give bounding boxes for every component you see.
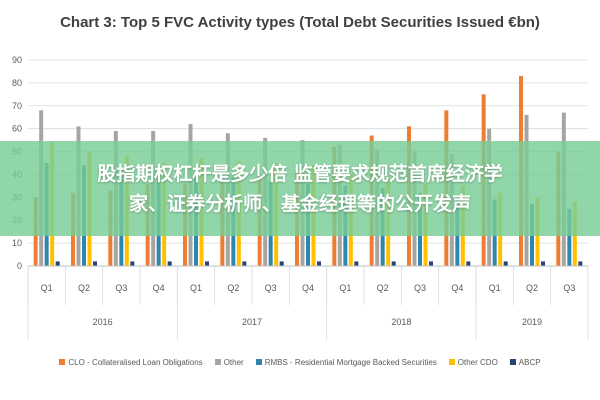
legend-item: ABCP bbox=[509, 357, 541, 367]
legend-swatch bbox=[214, 359, 221, 365]
bar-4-9 bbox=[391, 261, 396, 266]
x-tick-label: Q4 bbox=[302, 283, 314, 293]
x-tick-label: Q2 bbox=[526, 283, 538, 293]
legend: CLO - Collateralised Loan Obligations Oth… bbox=[0, 352, 600, 372]
y-tick-label: 0 bbox=[17, 261, 22, 271]
bar-4-10 bbox=[429, 261, 433, 266]
year-label: 2017 bbox=[242, 317, 262, 327]
year-label: 2016 bbox=[93, 317, 113, 327]
legend-label: ABCP bbox=[518, 357, 541, 367]
y-tick-label: 80 bbox=[12, 78, 22, 88]
bar-4-7 bbox=[317, 261, 321, 266]
banner-text-line-1: 股指期权杠杆是多少倍 监管要求规范首席经济学 bbox=[97, 162, 503, 185]
legend-swatch bbox=[448, 359, 455, 365]
year-label: 2019 bbox=[522, 317, 542, 327]
bar-4-8 bbox=[354, 261, 359, 266]
x-tick-label: Q4 bbox=[451, 283, 463, 293]
bar-4-5 bbox=[242, 261, 247, 266]
x-tick-label: Q4 bbox=[153, 283, 165, 293]
legend-swatch bbox=[509, 359, 516, 365]
legend-item: CLO - Collateralised Loan Obligations bbox=[59, 357, 203, 367]
bar-4-11 bbox=[466, 261, 471, 266]
x-tick-label: Q3 bbox=[563, 283, 575, 293]
x-tick-label: Q2 bbox=[78, 283, 90, 293]
x-tick-label: Q1 bbox=[190, 283, 202, 293]
bar-4-14 bbox=[578, 261, 583, 266]
bar-4-0 bbox=[55, 261, 60, 266]
y-tick-label: 10 bbox=[12, 238, 22, 248]
bar-4-3 bbox=[167, 261, 172, 266]
legend-label: Other CDO bbox=[457, 357, 498, 367]
x-tick-label: Q3 bbox=[265, 283, 277, 293]
x-tick-label: Q1 bbox=[489, 283, 501, 293]
y-tick-label: 60 bbox=[12, 124, 22, 134]
legend-item: Other CDO bbox=[448, 357, 498, 367]
legend-item: RMBS - Residential Mortgage Backed Secur… bbox=[255, 357, 437, 367]
x-axis: Q1 Q2 Q3 Q4 Q1 Q2 Q3 Q4 Q1 Q2 Q3 Q4 Q1 Q2 Q3 2016 2017 20… bbox=[27, 265, 589, 340]
bar-4-4 bbox=[205, 261, 209, 266]
x-tick-label: Q3 bbox=[414, 283, 426, 293]
bar-4-1 bbox=[93, 261, 97, 266]
x-tick-label: Q2 bbox=[227, 283, 239, 293]
bar-4-6 bbox=[279, 261, 284, 266]
x-tick-label: Q1 bbox=[339, 283, 351, 293]
legend-label: RMBS - Residential Mortgage Backed Secur… bbox=[264, 357, 437, 367]
year-label: 2018 bbox=[391, 317, 411, 327]
banner-text-line-2: 家、证券分析师、基金经理等的公开发声 bbox=[128, 192, 471, 215]
bar-4-13 bbox=[541, 261, 545, 266]
x-tick-label: Q2 bbox=[377, 283, 389, 293]
banner-overlay: 股指期权杠杆是多少倍 监管要求规范首席经济学 家、证券分析师、基金经理等的公开发… bbox=[0, 141, 600, 236]
legend-item: Other bbox=[214, 357, 244, 367]
chart-title: Chart 3: Top 5 FVC Activity types (Total… bbox=[60, 14, 540, 31]
x-tick-label: Q1 bbox=[41, 283, 53, 293]
legend-swatch bbox=[255, 359, 262, 365]
legend-label: Other bbox=[223, 357, 244, 367]
x-tick-label: Q3 bbox=[115, 283, 127, 293]
bar-2-14 bbox=[567, 208, 572, 266]
y-tick-label: 70 bbox=[12, 101, 22, 111]
bar-4-12 bbox=[503, 261, 508, 266]
legend-swatch bbox=[59, 359, 66, 365]
legend-label: CLO - Collateralised Loan Obligations bbox=[68, 357, 203, 367]
y-tick-label: 90 bbox=[12, 55, 22, 65]
bar-4-2 bbox=[130, 261, 135, 266]
